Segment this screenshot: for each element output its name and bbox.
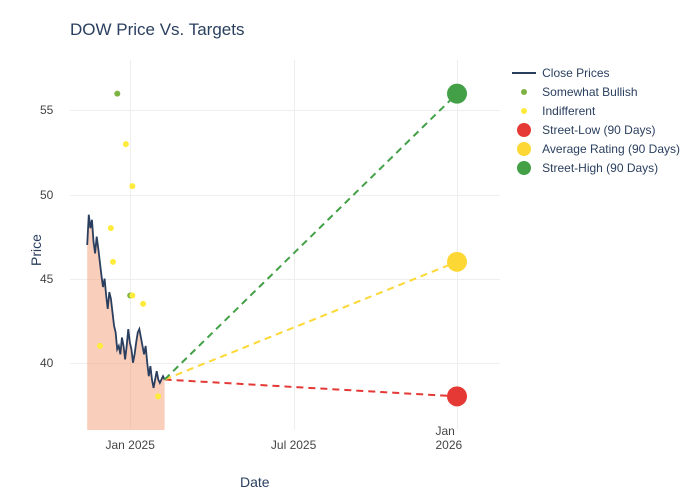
chart-container: DOW Price Vs. Targets Price Date 4045505…	[0, 0, 700, 500]
target-line-street_low	[165, 380, 457, 397]
legend-label: Indifferent	[542, 104, 595, 118]
legend-label: Average Rating (90 Days)	[542, 142, 680, 156]
legend-marker	[510, 123, 538, 137]
x-tick-label: Jan 2025	[105, 438, 154, 452]
legend-marker	[510, 161, 538, 175]
legend-marker	[510, 89, 538, 95]
y-axis-label: Price	[28, 234, 44, 266]
target-line-street_high	[165, 94, 457, 380]
legend-item[interactable]: Somewhat Bullish	[510, 84, 680, 100]
chart-title: DOW Price Vs. Targets	[70, 20, 244, 40]
x-tick-label: Jul 2025	[271, 438, 316, 452]
target-dot-average	[447, 252, 467, 272]
legend-item[interactable]: Indifferent	[510, 103, 680, 119]
legend-label: Street-High (90 Days)	[542, 161, 658, 175]
indifferent-dot	[129, 183, 135, 189]
legend-item[interactable]: Average Rating (90 Days)	[510, 141, 680, 157]
legend-item[interactable]: Close Prices	[510, 65, 680, 81]
legend-marker	[510, 72, 538, 74]
x-axis-label: Date	[240, 474, 270, 490]
plot-svg	[70, 60, 500, 430]
indifferent-dot	[110, 259, 116, 265]
y-tick-label: 50	[40, 188, 53, 202]
legend-marker	[510, 142, 538, 156]
legend: Close Prices Somewhat Bullish Indifferent S…	[510, 65, 680, 179]
plot-area: 40455055 Jan 2025Jul 2025Jan 2026	[70, 60, 500, 430]
y-tick-label: 55	[40, 103, 53, 117]
indifferent-dot	[108, 225, 114, 231]
y-tick-label: 45	[40, 272, 53, 286]
indifferent-dot	[155, 393, 161, 399]
target-dot-street_high	[447, 84, 467, 104]
indifferent-dot	[140, 301, 146, 307]
legend-label: Close Prices	[542, 66, 609, 80]
legend-label: Street-Low (90 Days)	[542, 123, 655, 137]
target-dot-street_low	[447, 386, 467, 406]
legend-item[interactable]: Street-Low (90 Days)	[510, 122, 680, 138]
bullish-dot	[114, 91, 120, 97]
indifferent-dot	[123, 141, 129, 147]
indifferent-dot	[129, 292, 135, 298]
legend-marker	[510, 108, 538, 114]
legend-item[interactable]: Street-High (90 Days)	[510, 160, 680, 176]
legend-label: Somewhat Bullish	[542, 85, 637, 99]
x-tick-label: Jan 2026	[436, 424, 479, 452]
target-line-average	[165, 262, 457, 380]
indifferent-dot	[97, 343, 103, 349]
y-tick-label: 40	[40, 356, 53, 370]
